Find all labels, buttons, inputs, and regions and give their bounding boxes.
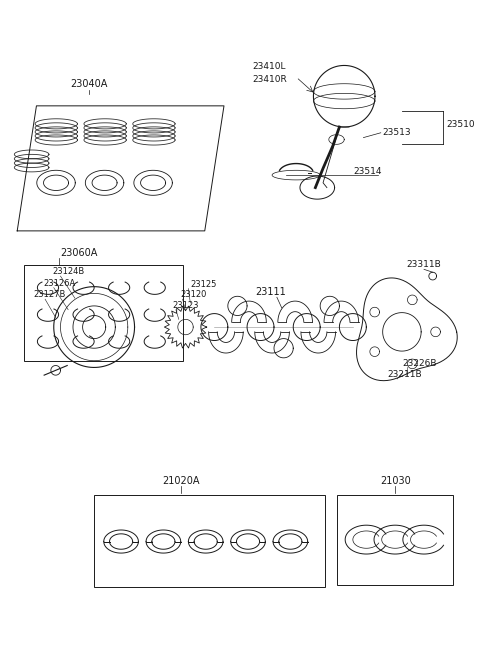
Text: 23060A: 23060A: [60, 248, 98, 258]
Text: 23513: 23513: [383, 127, 411, 137]
Text: 23410L: 23410L: [253, 62, 287, 72]
Text: 23126A: 23126A: [43, 279, 75, 288]
Text: 23510: 23510: [446, 120, 475, 129]
Text: 23211B: 23211B: [387, 370, 422, 379]
Text: 23111: 23111: [255, 287, 286, 298]
Text: 23040A: 23040A: [71, 79, 108, 89]
Text: 23120: 23120: [180, 290, 207, 299]
Bar: [94, 495, 325, 587]
Bar: [337, 495, 453, 585]
Text: 21030: 21030: [380, 476, 410, 486]
Text: 23124B: 23124B: [53, 267, 85, 276]
Text: 23125: 23125: [191, 280, 216, 288]
Text: 23410R: 23410R: [253, 75, 288, 84]
Text: 21020A: 21020A: [162, 476, 200, 486]
Text: 23514: 23514: [354, 167, 383, 176]
Text: 23127B: 23127B: [34, 290, 66, 299]
Text: 23311B: 23311B: [407, 260, 442, 269]
Bar: [24, 265, 182, 361]
Text: 23226B: 23226B: [402, 359, 436, 367]
Text: 23123: 23123: [172, 301, 199, 310]
